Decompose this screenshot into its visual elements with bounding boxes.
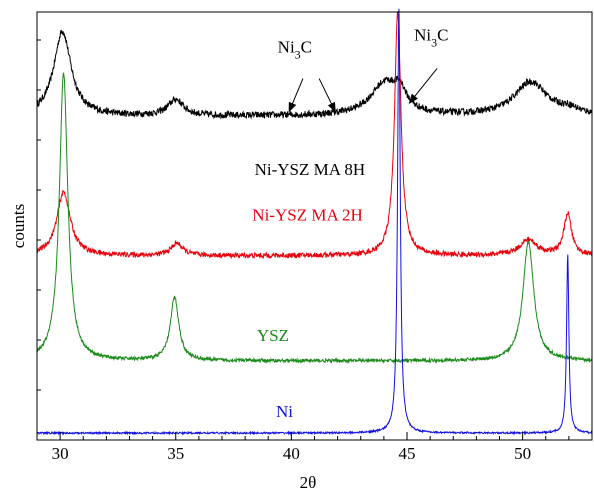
x-tick-label: 40 xyxy=(283,444,300,463)
series-line-2 xyxy=(36,11,593,260)
x-tick-label: 50 xyxy=(514,444,531,463)
ticks-layer: 30 35 40 45 50 xyxy=(36,39,593,463)
annotation-suffix: C xyxy=(301,37,312,56)
series-label: Ni xyxy=(276,402,293,421)
x-tick-label: 35 xyxy=(167,444,184,463)
labels-layer: Ni-YSZ MA 8H Ni-YSZ MA 2H YSZ Ni xyxy=(252,160,365,421)
x-axis-title: 2θ xyxy=(300,473,317,492)
series-label: YSZ xyxy=(257,326,289,345)
annotation-arrow xyxy=(288,78,304,113)
series-label: Ni-YSZ MA 8H xyxy=(255,160,366,179)
annotation-arrow xyxy=(408,68,438,104)
x-tick-label: 45 xyxy=(399,444,416,463)
annotation-suffix: C xyxy=(437,25,448,44)
annotation-base: Ni xyxy=(414,25,431,44)
series-layer xyxy=(36,8,593,436)
annotation-label-ni3c: Ni3C xyxy=(414,25,448,49)
annotation-subscript: 3 xyxy=(431,35,437,49)
x-tick-label: 30 xyxy=(52,444,69,463)
series-line-1 xyxy=(36,29,593,120)
series-line-4 xyxy=(36,8,593,436)
annotation-subscript: 3 xyxy=(295,47,301,61)
y-axis-title: counts xyxy=(9,204,28,248)
annotation-base: Ni xyxy=(278,37,295,56)
series-label: Ni-YSZ MA 2H xyxy=(252,206,363,225)
annotation-label-ni3c: Ni3C xyxy=(278,37,312,61)
series-line-3 xyxy=(36,72,593,365)
annotation-arrow xyxy=(318,78,336,113)
plot-frame xyxy=(36,11,593,441)
